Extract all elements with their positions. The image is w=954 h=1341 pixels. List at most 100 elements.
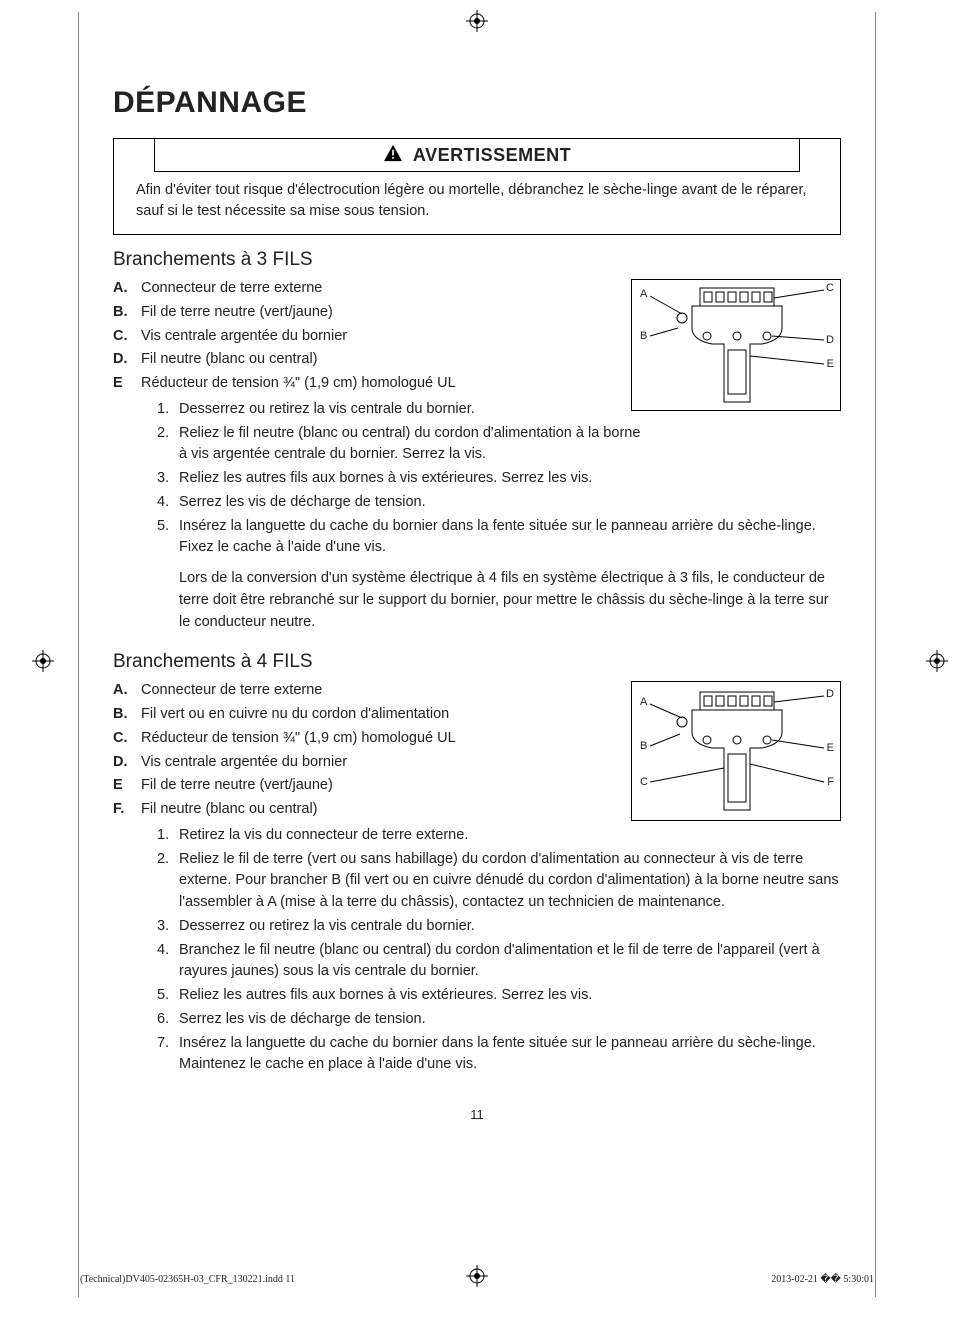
letter-text: Fil neutre (blanc ou central) bbox=[141, 349, 613, 371]
step-item: 5.Reliez les autres fils aux bornes à vi… bbox=[157, 984, 841, 1008]
page-title: DÉPANNAGE bbox=[113, 86, 841, 120]
step-text: Retirez la vis du connecteur de terre ex… bbox=[179, 825, 841, 847]
letter-label: C bbox=[113, 326, 141, 348]
step-item: 2.Reliez le fil de terre (vert ou sans h… bbox=[157, 848, 841, 915]
warning-box: AVERTISSEMENT Afin d'éviter tout risque … bbox=[113, 138, 841, 235]
diagram-label: E bbox=[827, 742, 834, 754]
diagram-label: C bbox=[640, 776, 648, 788]
step-list: 1.Desserrez ou retirez la vis centrale d… bbox=[157, 398, 841, 560]
letter-label: D bbox=[113, 752, 141, 774]
step-number: 1. bbox=[157, 399, 179, 421]
step-item: 1.Retirez la vis du connecteur de terre … bbox=[157, 824, 841, 848]
letter-label: A bbox=[113, 680, 141, 702]
letter-text: Fil de terre neutre (vert/jaune) bbox=[141, 775, 613, 797]
letter-text: Vis centrale argentée du bornier bbox=[141, 752, 613, 774]
conversion-note: Lors de la conversion d'un système élect… bbox=[179, 568, 841, 633]
letter-label: B bbox=[113, 302, 141, 324]
footer-right: 2013-02-21 �� 5:30:01 bbox=[771, 1274, 874, 1285]
letter-item: CRéducteur de tension ¾" (1,9 cm) homolo… bbox=[113, 727, 613, 751]
step-number: 1. bbox=[157, 825, 179, 847]
footer-left: (Technical)DV405-02365H-03_CFR_130221.in… bbox=[80, 1274, 295, 1285]
diagram-label: F bbox=[827, 776, 834, 788]
diagram-3-wire: A B C D E bbox=[631, 279, 841, 411]
step-text: Desserrez ou retirez la vis centrale du … bbox=[179, 916, 841, 938]
letter-item: EFil de terre neutre (vert/jaune) bbox=[113, 774, 613, 798]
letter-text: Réducteur de tension ¾" (1,9 cm) homolog… bbox=[141, 728, 613, 750]
step-item: 3.Desserrez ou retirez la vis centrale d… bbox=[157, 915, 841, 939]
letter-text: Connecteur de terre externe bbox=[141, 278, 613, 300]
letter-label: D bbox=[113, 349, 141, 371]
letter-text: Vis centrale argentée du bornier bbox=[141, 326, 613, 348]
diagram-label: A bbox=[640, 696, 647, 708]
step-text: Reliez les autres fils aux bornes à vis … bbox=[179, 468, 841, 490]
letter-item: CVis centrale argentée du bornier bbox=[113, 325, 613, 349]
step-number: 3. bbox=[157, 916, 179, 938]
step-text: Serrez les vis de décharge de tension. bbox=[179, 1009, 841, 1031]
step-item: 4.Serrez les vis de décharge de tension. bbox=[157, 491, 841, 515]
warning-body: Afin d'éviter tout risque d'électrocutio… bbox=[114, 180, 840, 234]
step-number: 4. bbox=[157, 940, 179, 984]
warning-header: AVERTISSEMENT bbox=[154, 138, 800, 172]
letter-item: AConnecteur de terre externe bbox=[113, 277, 613, 301]
step-number: 5. bbox=[157, 516, 179, 560]
step-list: 1.Retirez la vis du connecteur de terre … bbox=[157, 824, 841, 1077]
section-3-wire: Branchements à 3 FILS bbox=[113, 249, 841, 633]
page-number: 11 bbox=[113, 1107, 841, 1122]
step-number: 3. bbox=[157, 468, 179, 490]
letter-item: BFil vert ou en cuivre nu du cordon d'al… bbox=[113, 703, 613, 727]
step-number: 7. bbox=[157, 1033, 179, 1077]
letter-text: Connecteur de terre externe bbox=[141, 680, 613, 702]
footer: (Technical)DV405-02365H-03_CFR_130221.in… bbox=[78, 1274, 876, 1285]
letter-item: FFil neutre (blanc ou central) bbox=[113, 798, 613, 822]
step-item: 5.Insérez la languette du cache du borni… bbox=[157, 515, 841, 561]
step-number: 5. bbox=[157, 985, 179, 1007]
step-text: Serrez les vis de décharge de tension. bbox=[179, 492, 841, 514]
step-item: 3.Reliez les autres fils aux bornes à vi… bbox=[157, 467, 841, 491]
letter-item: ERéducteur de tension ¾" (1,9 cm) homolo… bbox=[113, 372, 613, 396]
letter-text: Fil vert ou en cuivre nu du cordon d'ali… bbox=[141, 704, 613, 726]
diagram-label: D bbox=[826, 334, 834, 346]
letter-item: AConnecteur de terre externe bbox=[113, 679, 613, 703]
diagram-label: A bbox=[640, 288, 647, 300]
section-heading: Branchements à 4 FILS bbox=[113, 651, 841, 673]
step-text: Branchez le fil neutre (blanc ou central… bbox=[179, 940, 841, 984]
diagram-label: C bbox=[826, 282, 834, 294]
page-content: DÉPANNAGE AVERTISSEMENT Afin d'éviter to… bbox=[78, 28, 876, 1281]
step-item: 7.Insérez la languette du cache du borni… bbox=[157, 1032, 841, 1078]
step-text: Insérez la languette du cache du bornier… bbox=[179, 516, 841, 560]
diagram-label: D bbox=[826, 688, 834, 700]
section-4-wire: Branchements à 4 FILS bbox=[113, 651, 841, 1077]
step-number: 6. bbox=[157, 1009, 179, 1031]
step-text: Desserrez ou retirez la vis centrale du … bbox=[179, 399, 649, 421]
section-heading: Branchements à 3 FILS bbox=[113, 249, 841, 271]
step-number: 2. bbox=[157, 423, 179, 467]
registration-mark-left bbox=[32, 650, 54, 672]
letter-text: Fil de terre neutre (vert/jaune) bbox=[141, 302, 613, 324]
letter-item: DFil neutre (blanc ou central) bbox=[113, 348, 613, 372]
step-text: Insérez la languette du cache du bornier… bbox=[179, 1033, 841, 1077]
step-number: 4. bbox=[157, 492, 179, 514]
letter-item: DVis centrale argentée du bornier bbox=[113, 751, 613, 775]
letter-label: E bbox=[113, 775, 141, 797]
letter-label: F bbox=[113, 799, 141, 821]
warning-icon bbox=[383, 144, 403, 167]
step-text: Reliez le fil de terre (vert ou sans hab… bbox=[179, 849, 841, 914]
step-number: 2. bbox=[157, 849, 179, 914]
letter-text: Réducteur de tension ¾" (1,9 cm) homolog… bbox=[141, 373, 613, 395]
letter-label: A bbox=[113, 278, 141, 300]
step-item: 6.Serrez les vis de décharge de tension. bbox=[157, 1008, 841, 1032]
letter-label: B bbox=[113, 704, 141, 726]
letter-label: C bbox=[113, 728, 141, 750]
diagram-label: B bbox=[640, 740, 647, 752]
diagram-label: E bbox=[827, 358, 834, 370]
registration-mark-right bbox=[926, 650, 948, 672]
diagram-4-wire: A B C D E F bbox=[631, 681, 841, 821]
step-text: Reliez les autres fils aux bornes à vis … bbox=[179, 985, 841, 1007]
diagram-label: B bbox=[640, 330, 647, 342]
warning-label: AVERTISSEMENT bbox=[413, 145, 571, 166]
step-item: 2.Reliez le fil neutre (blanc ou central… bbox=[157, 422, 841, 468]
step-text: Reliez le fil neutre (blanc ou central) … bbox=[179, 423, 649, 467]
letter-label: E bbox=[113, 373, 141, 395]
step-item: 4.Branchez le fil neutre (blanc ou centr… bbox=[157, 939, 841, 985]
letter-text: Fil neutre (blanc ou central) bbox=[141, 799, 613, 821]
